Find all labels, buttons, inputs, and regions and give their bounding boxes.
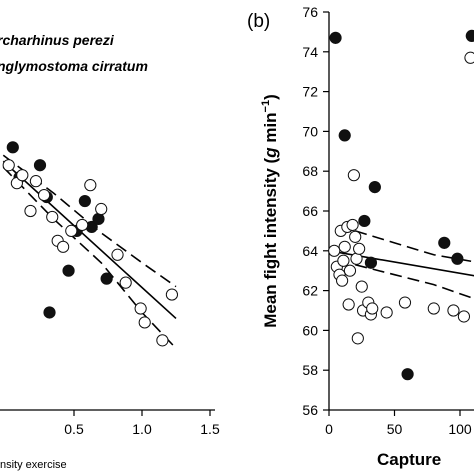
b-point-s1-5: [337, 254, 350, 267]
panel-b-points: [328, 29, 474, 381]
b-y-tick-label-6: 68: [302, 163, 318, 179]
b-point-s0-6: [438, 236, 451, 249]
b-x-tick-label-1: 50: [387, 421, 403, 437]
panel-a-x-ticks: 0.5 1.0 1.5: [64, 410, 220, 437]
b-point-s0-7: [451, 252, 464, 265]
a-point-s1-16: [138, 316, 151, 329]
legend-entry-carcharhinus: rcharhinus perezi: [0, 32, 115, 48]
a-point-s1-2: [16, 169, 29, 182]
panel-b-confidence-band: [354, 230, 474, 300]
a-ci-upper: [2, 154, 177, 288]
b-point-s1-22: [398, 296, 412, 309]
a-point-s1-13: [111, 248, 124, 261]
b-point-s1-20: [366, 302, 379, 315]
b-y-tick-label-4: 64: [302, 243, 318, 259]
b-y-tick-label-9: 74: [302, 44, 318, 60]
panel-a-fit-line: [2, 160, 177, 320]
b-point-s1-13: [350, 252, 363, 265]
a-point-s0-2: [33, 159, 47, 172]
a-point-s1-18: [165, 288, 179, 301]
panel-b-y-axis-label: Mean fight intensity (g min−1): [260, 94, 280, 328]
b-point-s0-2: [358, 214, 371, 228]
a-x-tick-label-0: 0.5: [64, 421, 84, 437]
b-point-s1-16: [355, 280, 368, 293]
panel-b-y-ticks: 56 58 60 62 64 66 68 70 72 74 76: [302, 4, 329, 418]
b-y-tick-label-8: 72: [302, 84, 318, 100]
a-point-s0-7: [78, 194, 91, 208]
a-point-s0-9: [92, 212, 105, 226]
a-point-s1-10: [76, 218, 89, 232]
a-point-s1-0: [2, 159, 15, 172]
a-point-s1-12: [95, 202, 108, 216]
b-point-s1-6: [338, 240, 351, 253]
a-ci-lower: [2, 166, 177, 349]
b-point-s0-5: [401, 368, 414, 381]
a-point-s0-4: [43, 306, 56, 319]
a-point-s1-4: [29, 175, 43, 188]
a-point-s1-6: [46, 210, 59, 224]
b-point-s1-26: [464, 51, 474, 64]
a-point-s1-14: [119, 276, 132, 289]
b-point-s1-4: [336, 274, 349, 287]
b-point-s0-8: [465, 29, 474, 42]
a-point-s1-11: [84, 179, 97, 192]
panel-b-x-ticks: 0 50 100: [325, 410, 472, 437]
b-point-s1-11: [347, 169, 360, 182]
b-point-s1-14: [351, 332, 364, 345]
b-point-s1-9: [343, 264, 357, 277]
b-point-s0-3: [364, 256, 378, 269]
b-ci-upper: [354, 230, 474, 263]
a-x-tick-label-2: 1.5: [200, 421, 220, 437]
a-point-s1-8: [57, 240, 70, 253]
b-y-tick-label-1: 58: [302, 362, 318, 378]
b-point-s1-0: [328, 244, 341, 257]
panel-b-x-axis-label: Capture: [377, 450, 441, 469]
b-y-tick-label-10: 76: [302, 4, 318, 20]
b-y-tick-label-3: 62: [302, 283, 318, 299]
b-ci-lower: [355, 263, 474, 300]
a-regression-line: [2, 160, 177, 320]
b-x-tick-label-2: 100: [448, 421, 472, 437]
b-point-s1-12: [349, 230, 362, 243]
b-point-s1-8: [342, 298, 355, 311]
a-x-tick-label-1: 1.0: [132, 421, 152, 437]
b-point-s0-1: [338, 129, 351, 142]
legend-entry-ginglymostoma: nglymostoma cirratum: [0, 58, 148, 74]
b-point-s1-21: [380, 306, 393, 319]
b-y-tick-label-5: 66: [302, 203, 318, 219]
a-point-s0-10: [100, 272, 113, 285]
panel-a-x-axis-label: nsity exercise: [0, 459, 67, 471]
b-y-tick-label-0: 56: [302, 402, 318, 418]
a-point-s1-5: [37, 188, 51, 202]
a-point-s1-9: [65, 224, 78, 237]
b-point-s1-10: [346, 218, 359, 232]
b-point-s1-24: [447, 304, 460, 317]
panel-a: 0.5 1.0 1.5 rcharhinus perezi nglymostoma …: [0, 32, 220, 471]
a-point-s0-5: [62, 264, 75, 277]
b-point-s1-15: [353, 242, 366, 255]
panel-b: (b) 56 58 60 62 64 66 68 70 72 74 76 0 50 100 Mean f…: [247, 4, 474, 469]
b-point-s0-0: [329, 31, 342, 44]
b-point-s0-4: [368, 181, 381, 194]
a-point-s1-3: [24, 204, 37, 218]
panel-b-label: (b): [247, 11, 270, 32]
b-y-tick-label-2: 60: [302, 322, 318, 338]
a-point-s1-17: [156, 334, 169, 347]
b-point-s1-25: [457, 310, 471, 323]
b-point-s1-23: [427, 302, 440, 315]
b-x-tick-label-0: 0: [325, 421, 333, 437]
panel-a-points: [2, 141, 179, 347]
a-point-s1-15: [134, 302, 147, 315]
b-y-tick-label-7: 70: [302, 123, 318, 139]
a-point-s0-0: [6, 141, 19, 154]
